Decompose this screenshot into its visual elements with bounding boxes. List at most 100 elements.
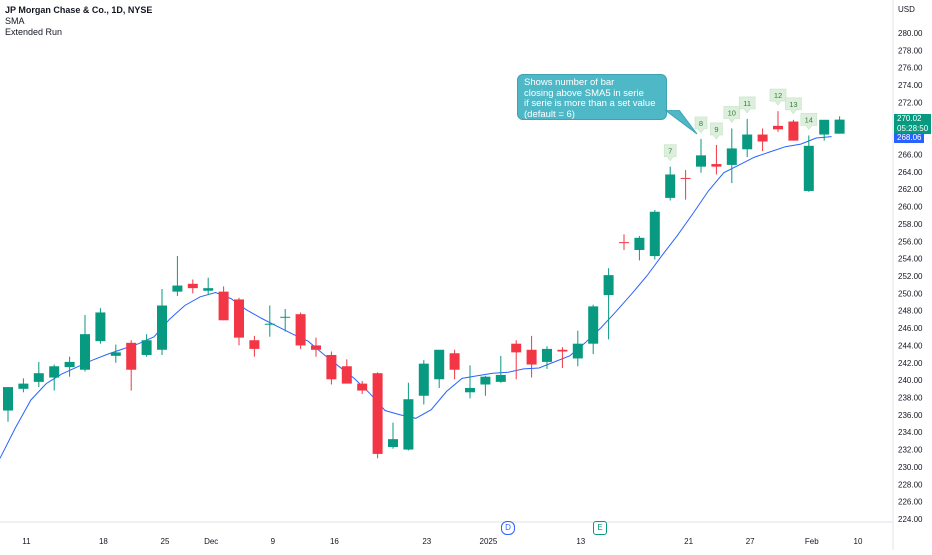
- price-tick-label: 266.00: [898, 151, 923, 160]
- candle-body: [480, 376, 491, 385]
- candle: [619, 234, 629, 250]
- price-tick-label: 252.00: [898, 272, 923, 281]
- price-tick-label: 260.00: [898, 203, 923, 212]
- last-price-value: 270.02: [897, 114, 922, 123]
- time-tick-label: 21: [684, 537, 693, 546]
- candle: [403, 382, 414, 451]
- candle: [773, 111, 783, 132]
- candle-body: [680, 177, 691, 179]
- run-count-label: 13: [785, 97, 802, 115]
- candle-body: [773, 125, 783, 130]
- candle-body: [557, 349, 568, 352]
- dividend-event-icon[interactable]: D: [501, 521, 515, 535]
- price-tick-label: 238.00: [898, 394, 923, 403]
- sma-price-value: 268.06: [897, 133, 922, 142]
- price-tick-label: 262.00: [898, 185, 923, 194]
- candle-body: [403, 399, 414, 450]
- callout-line-2: closing above SMA5 in serie: [524, 87, 644, 99]
- candle-body: [803, 145, 814, 191]
- candle: [819, 119, 830, 141]
- indicator-sma-label[interactable]: SMA: [5, 16, 25, 26]
- candle-body: [172, 285, 183, 292]
- candle-body: [311, 345, 321, 350]
- candle: [187, 279, 198, 294]
- candle: [3, 387, 13, 422]
- candle-body: [95, 312, 106, 342]
- candle: [480, 375, 491, 396]
- symbol-title[interactable]: JP Morgan Chase & Co., 1D, NYSE: [5, 5, 153, 15]
- candle-body: [18, 383, 29, 389]
- time-tick-label: 2025: [480, 537, 498, 546]
- run-count-bubble: [785, 97, 802, 115]
- price-tick-label: 240.00: [898, 376, 923, 385]
- indicator-extended-run-label[interactable]: Extended Run: [5, 27, 63, 37]
- candle-body: [449, 353, 460, 370]
- candle: [372, 372, 383, 459]
- candle: [726, 128, 737, 184]
- earnings-event-icon[interactable]: E: [593, 521, 607, 535]
- candle: [418, 360, 429, 405]
- candle: [649, 210, 660, 260]
- candle-body: [295, 314, 306, 346]
- candle: [126, 340, 137, 391]
- candle: [696, 138, 706, 173]
- candle: [172, 256, 183, 296]
- price-tick-label: 258.00: [898, 220, 923, 229]
- candle-body: [434, 349, 445, 380]
- candle-body: [665, 174, 676, 198]
- candle: [434, 349, 445, 388]
- candle: [526, 335, 537, 378]
- candle: [711, 144, 722, 175]
- candle: [572, 330, 583, 367]
- candle-body: [203, 288, 214, 291]
- currency-label[interactable]: USD: [898, 5, 915, 14]
- run-count-text: 11: [743, 99, 751, 108]
- time-tick-label: 13: [576, 537, 585, 546]
- candle-body: [110, 352, 121, 356]
- candle: [203, 277, 214, 296]
- candle-body: [357, 383, 368, 391]
- candle: [341, 359, 352, 384]
- candle-body: [141, 340, 152, 355]
- candle-body: [33, 373, 44, 382]
- candle-body: [572, 343, 583, 359]
- price-tick-label: 256.00: [898, 237, 923, 246]
- candle: [80, 315, 90, 372]
- price-tick-label: 230.00: [898, 463, 923, 472]
- time-tick-label: 11: [22, 537, 31, 546]
- price-tick-label: 236.00: [898, 411, 923, 420]
- candle-body: [249, 340, 260, 349]
- run-count-text: 13: [789, 100, 797, 109]
- candle-body: [187, 283, 198, 289]
- candle-body: [234, 299, 244, 338]
- time-tick-label: 10: [854, 537, 863, 546]
- candle: [311, 337, 321, 357]
- callout-line-3: if serie is more than a set value: [524, 98, 656, 109]
- candle: [557, 347, 568, 368]
- bar-countdown: 05:28:50: [897, 124, 929, 133]
- run-count-bubble: [694, 116, 708, 134]
- candle: [757, 128, 768, 152]
- annotation-callout[interactable]: Shows number of bar closing above SMA5 i…: [517, 74, 667, 120]
- price-tick-label: 224.00: [898, 515, 923, 524]
- candle: [680, 170, 691, 200]
- candle-body: [634, 237, 645, 250]
- candle-body: [588, 306, 599, 344]
- candle: [495, 355, 506, 383]
- candle: [603, 268, 614, 340]
- candle-body: [757, 134, 768, 142]
- run-count-label: 11: [738, 96, 756, 114]
- candle-body: [157, 305, 167, 350]
- candles-group[interactable]: [3, 111, 845, 459]
- candle: [357, 381, 368, 395]
- candle: [141, 334, 152, 357]
- run-count-bubble: [663, 144, 677, 162]
- run-count-label: 10: [723, 106, 741, 123]
- price-tick-label: 242.00: [898, 359, 923, 368]
- candle: [95, 308, 106, 344]
- time-tick-label: Feb: [805, 537, 819, 546]
- run-count-text: 8: [699, 119, 703, 128]
- candle-body: [526, 349, 537, 365]
